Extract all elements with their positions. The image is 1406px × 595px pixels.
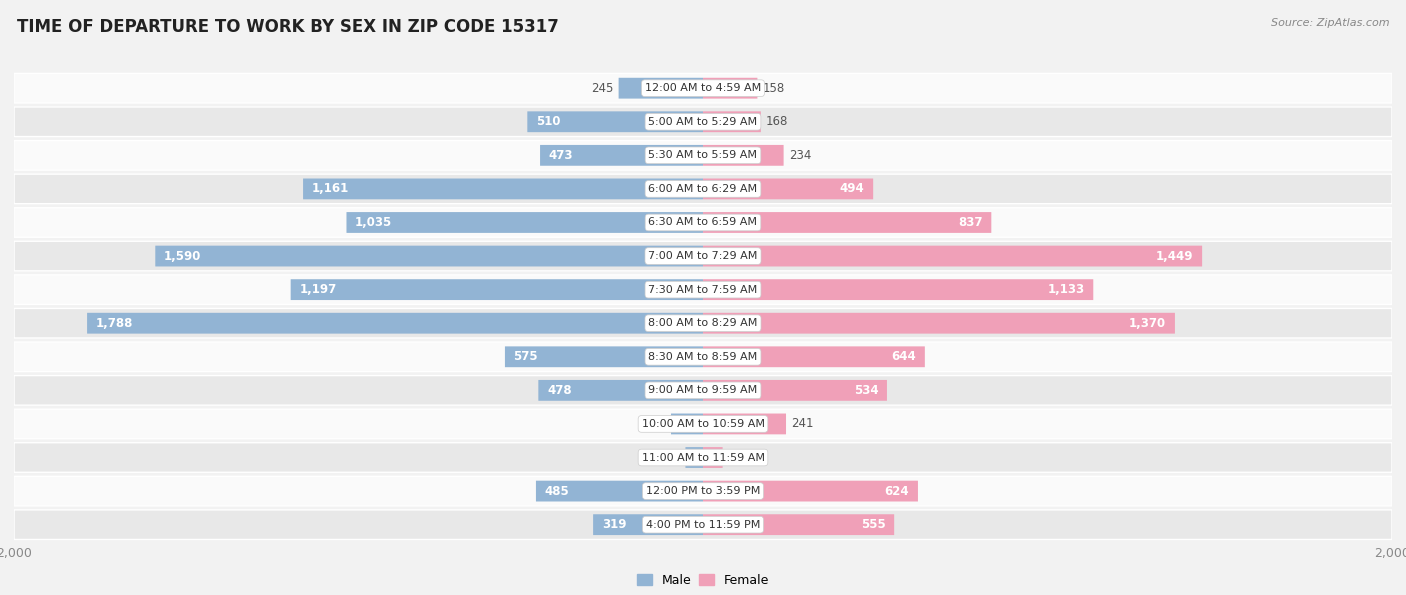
- FancyBboxPatch shape: [14, 375, 1392, 405]
- Text: 575: 575: [513, 350, 538, 364]
- Text: 234: 234: [789, 149, 811, 162]
- Text: 485: 485: [544, 484, 569, 497]
- FancyBboxPatch shape: [703, 178, 873, 199]
- Text: 11:00 AM to 11:59 AM: 11:00 AM to 11:59 AM: [641, 453, 765, 462]
- FancyBboxPatch shape: [304, 178, 703, 199]
- FancyBboxPatch shape: [14, 308, 1392, 338]
- Text: 7:30 AM to 7:59 AM: 7:30 AM to 7:59 AM: [648, 284, 758, 295]
- FancyBboxPatch shape: [703, 346, 925, 367]
- FancyBboxPatch shape: [155, 246, 703, 267]
- FancyBboxPatch shape: [703, 212, 991, 233]
- FancyBboxPatch shape: [703, 481, 918, 502]
- FancyBboxPatch shape: [14, 409, 1392, 439]
- FancyBboxPatch shape: [14, 73, 1392, 103]
- FancyBboxPatch shape: [14, 208, 1392, 237]
- FancyBboxPatch shape: [346, 212, 703, 233]
- Text: 494: 494: [839, 183, 865, 195]
- FancyBboxPatch shape: [671, 414, 703, 434]
- FancyBboxPatch shape: [14, 174, 1392, 203]
- Text: 5:00 AM to 5:29 AM: 5:00 AM to 5:29 AM: [648, 117, 758, 127]
- FancyBboxPatch shape: [14, 140, 1392, 170]
- FancyBboxPatch shape: [14, 275, 1392, 305]
- FancyBboxPatch shape: [291, 279, 703, 300]
- Text: 8:00 AM to 8:29 AM: 8:00 AM to 8:29 AM: [648, 318, 758, 328]
- FancyBboxPatch shape: [505, 346, 703, 367]
- FancyBboxPatch shape: [703, 313, 1175, 334]
- FancyBboxPatch shape: [14, 342, 1392, 371]
- FancyBboxPatch shape: [703, 514, 894, 535]
- Text: 241: 241: [792, 418, 814, 430]
- Text: 8:30 AM to 8:59 AM: 8:30 AM to 8:59 AM: [648, 352, 758, 362]
- Text: 4:00 PM to 11:59 PM: 4:00 PM to 11:59 PM: [645, 519, 761, 530]
- Text: 6:00 AM to 6:29 AM: 6:00 AM to 6:29 AM: [648, 184, 758, 194]
- Text: 57: 57: [728, 451, 742, 464]
- Text: 7:00 AM to 7:29 AM: 7:00 AM to 7:29 AM: [648, 251, 758, 261]
- Text: 168: 168: [766, 115, 789, 129]
- Text: TIME OF DEPARTURE TO WORK BY SEX IN ZIP CODE 15317: TIME OF DEPARTURE TO WORK BY SEX IN ZIP …: [17, 18, 558, 36]
- FancyBboxPatch shape: [87, 313, 703, 334]
- Text: 1,449: 1,449: [1156, 249, 1194, 262]
- Text: 10:00 AM to 10:59 AM: 10:00 AM to 10:59 AM: [641, 419, 765, 429]
- Text: 1,590: 1,590: [165, 249, 201, 262]
- Legend: Male, Female: Male, Female: [637, 574, 769, 587]
- Text: 245: 245: [591, 82, 613, 95]
- FancyBboxPatch shape: [14, 107, 1392, 136]
- Text: 644: 644: [891, 350, 917, 364]
- Text: 1,133: 1,133: [1047, 283, 1084, 296]
- Text: 1,035: 1,035: [356, 216, 392, 229]
- Text: 1,370: 1,370: [1129, 317, 1167, 330]
- FancyBboxPatch shape: [14, 443, 1392, 472]
- FancyBboxPatch shape: [538, 380, 703, 401]
- Text: 12:00 AM to 4:59 AM: 12:00 AM to 4:59 AM: [645, 83, 761, 93]
- FancyBboxPatch shape: [703, 111, 761, 132]
- Text: 624: 624: [884, 484, 910, 497]
- FancyBboxPatch shape: [14, 477, 1392, 506]
- FancyBboxPatch shape: [527, 111, 703, 132]
- FancyBboxPatch shape: [14, 510, 1392, 540]
- Text: 510: 510: [536, 115, 561, 129]
- FancyBboxPatch shape: [536, 481, 703, 502]
- Text: 473: 473: [548, 149, 574, 162]
- Text: 319: 319: [602, 518, 626, 531]
- FancyBboxPatch shape: [14, 242, 1392, 271]
- Text: 12:00 PM to 3:59 PM: 12:00 PM to 3:59 PM: [645, 486, 761, 496]
- FancyBboxPatch shape: [703, 447, 723, 468]
- FancyBboxPatch shape: [703, 78, 758, 99]
- Text: 6:30 AM to 6:59 AM: 6:30 AM to 6:59 AM: [648, 218, 758, 227]
- Text: 9:00 AM to 9:59 AM: 9:00 AM to 9:59 AM: [648, 386, 758, 395]
- FancyBboxPatch shape: [703, 279, 1094, 300]
- Text: 1,161: 1,161: [312, 183, 349, 195]
- Text: 5:30 AM to 5:59 AM: 5:30 AM to 5:59 AM: [648, 151, 758, 160]
- FancyBboxPatch shape: [619, 78, 703, 99]
- Text: 837: 837: [959, 216, 983, 229]
- Text: 93: 93: [651, 418, 666, 430]
- Text: 51: 51: [665, 451, 681, 464]
- Text: 534: 534: [853, 384, 879, 397]
- Text: 555: 555: [860, 518, 886, 531]
- FancyBboxPatch shape: [540, 145, 703, 166]
- FancyBboxPatch shape: [703, 380, 887, 401]
- FancyBboxPatch shape: [703, 145, 783, 166]
- FancyBboxPatch shape: [593, 514, 703, 535]
- Text: 1,788: 1,788: [96, 317, 134, 330]
- FancyBboxPatch shape: [686, 447, 703, 468]
- Text: 158: 158: [762, 82, 785, 95]
- FancyBboxPatch shape: [703, 414, 786, 434]
- Text: 478: 478: [547, 384, 572, 397]
- Text: Source: ZipAtlas.com: Source: ZipAtlas.com: [1271, 18, 1389, 28]
- FancyBboxPatch shape: [703, 246, 1202, 267]
- Text: 1,197: 1,197: [299, 283, 336, 296]
